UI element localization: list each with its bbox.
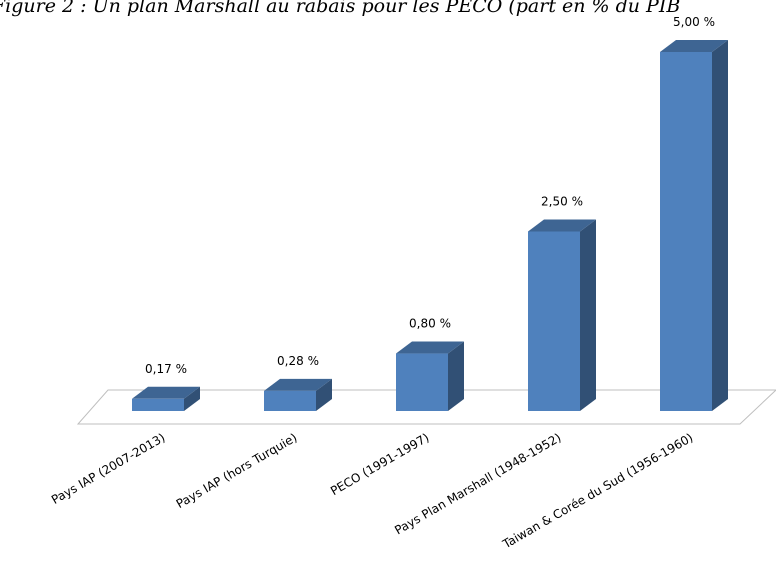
x-tick-label: Pays IAP (hors Turquie) bbox=[174, 430, 300, 511]
bar-top bbox=[132, 386, 200, 399]
bar bbox=[528, 231, 580, 411]
value-label: 0,80 % bbox=[409, 317, 451, 331]
bar-side bbox=[184, 386, 200, 411]
x-tick-label: PECO (1991-1997) bbox=[328, 430, 431, 498]
chart-title: Figure 2 : Un plan Marshall au rabais po… bbox=[0, 0, 680, 17]
bar bbox=[396, 353, 448, 411]
bar-side bbox=[316, 378, 332, 411]
x-tick-label: Pays IAP (2007-2013) bbox=[49, 430, 168, 507]
value-label: 5,00 % bbox=[673, 15, 715, 29]
bar-top bbox=[528, 219, 596, 232]
bar-side bbox=[712, 40, 728, 411]
bar-top bbox=[264, 378, 332, 391]
value-label: 0,17 % bbox=[145, 362, 187, 376]
floor bbox=[76, 389, 776, 425]
bar bbox=[132, 398, 184, 411]
bar-side bbox=[580, 219, 596, 411]
bar-top bbox=[396, 341, 464, 354]
bar-top bbox=[660, 40, 728, 52]
bar bbox=[264, 390, 316, 411]
value-label: 2,50 % bbox=[541, 195, 583, 209]
value-label: 0,28 % bbox=[277, 354, 319, 368]
bar-side bbox=[448, 341, 464, 411]
bar bbox=[660, 52, 712, 411]
